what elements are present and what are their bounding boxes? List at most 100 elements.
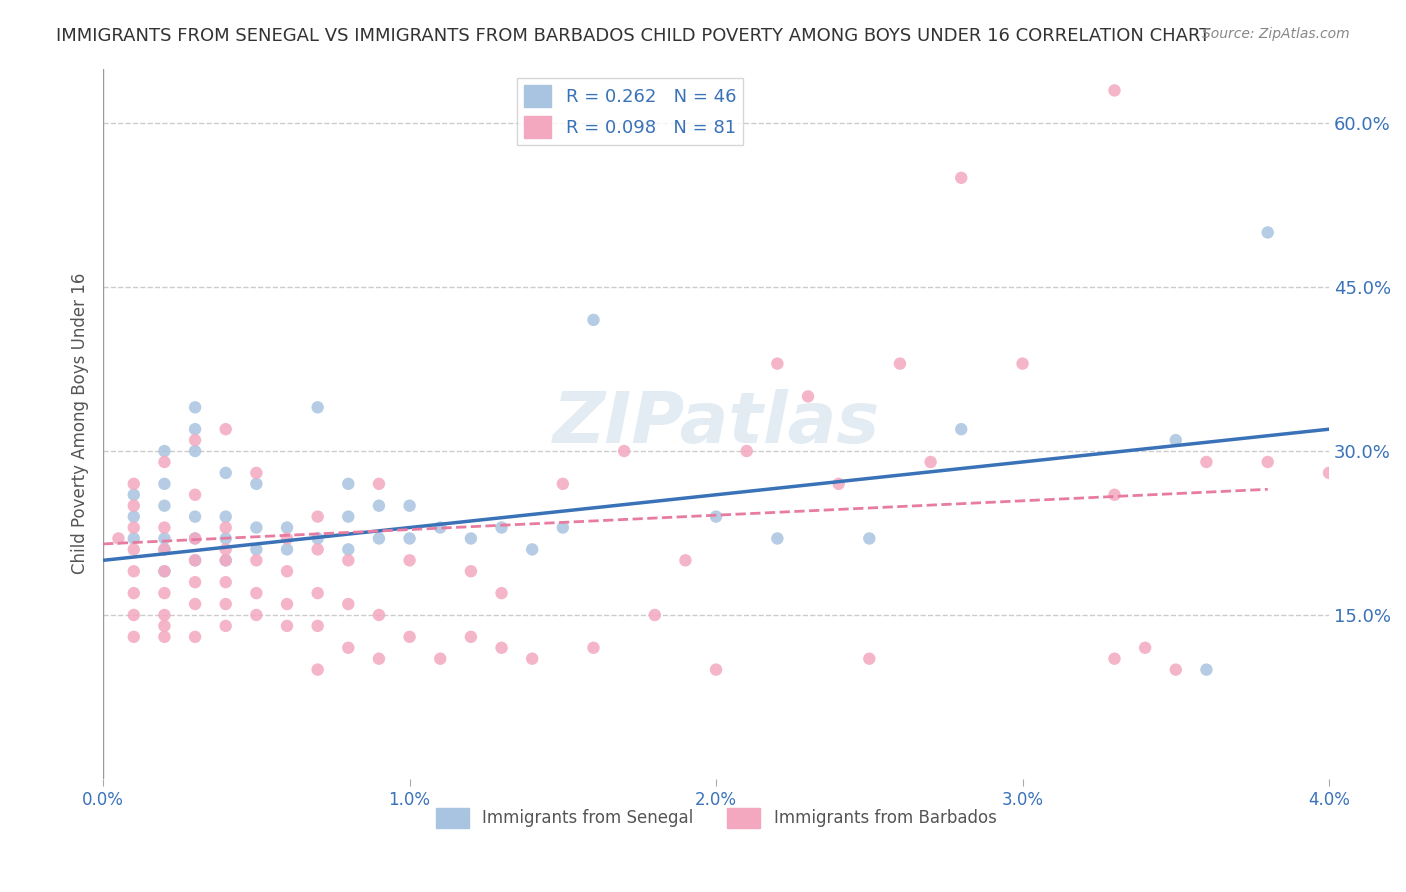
Point bbox=[184, 532, 207, 546]
Point bbox=[368, 476, 391, 491]
Point bbox=[122, 586, 145, 600]
Point bbox=[337, 553, 360, 567]
Point bbox=[491, 520, 513, 534]
Text: IMMIGRANTS FROM SENEGAL VS IMMIGRANTS FROM BARBADOS CHILD POVERTY AMONG BOYS UND: IMMIGRANTS FROM SENEGAL VS IMMIGRANTS FR… bbox=[56, 27, 1211, 45]
Point bbox=[153, 619, 176, 633]
Point bbox=[276, 564, 298, 578]
Point bbox=[920, 455, 942, 469]
Point bbox=[398, 630, 420, 644]
Point bbox=[398, 553, 420, 567]
Point bbox=[276, 597, 298, 611]
Point bbox=[184, 553, 207, 567]
Point bbox=[276, 542, 298, 557]
Point bbox=[184, 597, 207, 611]
Point bbox=[1104, 651, 1126, 665]
Point bbox=[153, 607, 176, 622]
Point bbox=[337, 509, 360, 524]
Point bbox=[153, 542, 176, 557]
Point bbox=[122, 499, 145, 513]
Point bbox=[491, 586, 513, 600]
Point bbox=[122, 630, 145, 644]
Point bbox=[827, 476, 849, 491]
Point bbox=[107, 532, 129, 546]
Point bbox=[215, 597, 238, 611]
Point bbox=[215, 542, 238, 557]
Point bbox=[1104, 488, 1126, 502]
Point bbox=[460, 532, 482, 546]
Point bbox=[153, 455, 176, 469]
Y-axis label: Child Poverty Among Boys Under 16: Child Poverty Among Boys Under 16 bbox=[72, 273, 89, 574]
Point bbox=[215, 532, 238, 546]
Point bbox=[307, 619, 329, 633]
Point bbox=[122, 564, 145, 578]
Point bbox=[153, 444, 176, 458]
Point bbox=[766, 532, 789, 546]
Point bbox=[122, 509, 145, 524]
Point bbox=[184, 575, 207, 590]
Point bbox=[522, 651, 544, 665]
Point bbox=[215, 619, 238, 633]
Point bbox=[153, 542, 176, 557]
Point bbox=[184, 532, 207, 546]
Point bbox=[245, 476, 267, 491]
Legend: Immigrants from Senegal, Immigrants from Barbados: Immigrants from Senegal, Immigrants from… bbox=[429, 801, 1002, 835]
Point bbox=[337, 476, 360, 491]
Point bbox=[122, 532, 145, 546]
Point bbox=[276, 520, 298, 534]
Point bbox=[276, 619, 298, 633]
Point bbox=[337, 597, 360, 611]
Point bbox=[1104, 83, 1126, 97]
Point bbox=[460, 630, 482, 644]
Point bbox=[307, 663, 329, 677]
Point bbox=[215, 466, 238, 480]
Point bbox=[245, 586, 267, 600]
Point bbox=[950, 422, 973, 436]
Point bbox=[1257, 226, 1279, 240]
Point bbox=[337, 640, 360, 655]
Point bbox=[122, 488, 145, 502]
Point bbox=[582, 640, 605, 655]
Point bbox=[398, 532, 420, 546]
Point bbox=[368, 607, 391, 622]
Point bbox=[1195, 455, 1218, 469]
Point bbox=[1164, 663, 1187, 677]
Point bbox=[245, 466, 267, 480]
Point bbox=[337, 542, 360, 557]
Point bbox=[122, 607, 145, 622]
Point bbox=[1317, 466, 1340, 480]
Point bbox=[153, 564, 176, 578]
Point bbox=[184, 433, 207, 447]
Point bbox=[153, 586, 176, 600]
Point bbox=[215, 553, 238, 567]
Point bbox=[215, 575, 238, 590]
Point bbox=[245, 520, 267, 534]
Point bbox=[1011, 357, 1033, 371]
Point bbox=[1133, 640, 1156, 655]
Point bbox=[215, 422, 238, 436]
Text: Source: ZipAtlas.com: Source: ZipAtlas.com bbox=[1202, 27, 1350, 41]
Point bbox=[582, 313, 605, 327]
Point bbox=[153, 532, 176, 546]
Point bbox=[429, 520, 451, 534]
Point bbox=[858, 532, 880, 546]
Point bbox=[122, 542, 145, 557]
Point bbox=[429, 651, 451, 665]
Point bbox=[735, 444, 758, 458]
Point bbox=[184, 401, 207, 415]
Point bbox=[153, 520, 176, 534]
Point bbox=[153, 630, 176, 644]
Point bbox=[613, 444, 636, 458]
Point bbox=[245, 542, 267, 557]
Point bbox=[1257, 455, 1279, 469]
Point bbox=[522, 542, 544, 557]
Point bbox=[245, 607, 267, 622]
Point bbox=[460, 564, 482, 578]
Point bbox=[889, 357, 911, 371]
Point bbox=[153, 499, 176, 513]
Point bbox=[368, 499, 391, 513]
Point bbox=[307, 542, 329, 557]
Point bbox=[858, 651, 880, 665]
Point bbox=[153, 476, 176, 491]
Point bbox=[215, 509, 238, 524]
Point bbox=[551, 520, 574, 534]
